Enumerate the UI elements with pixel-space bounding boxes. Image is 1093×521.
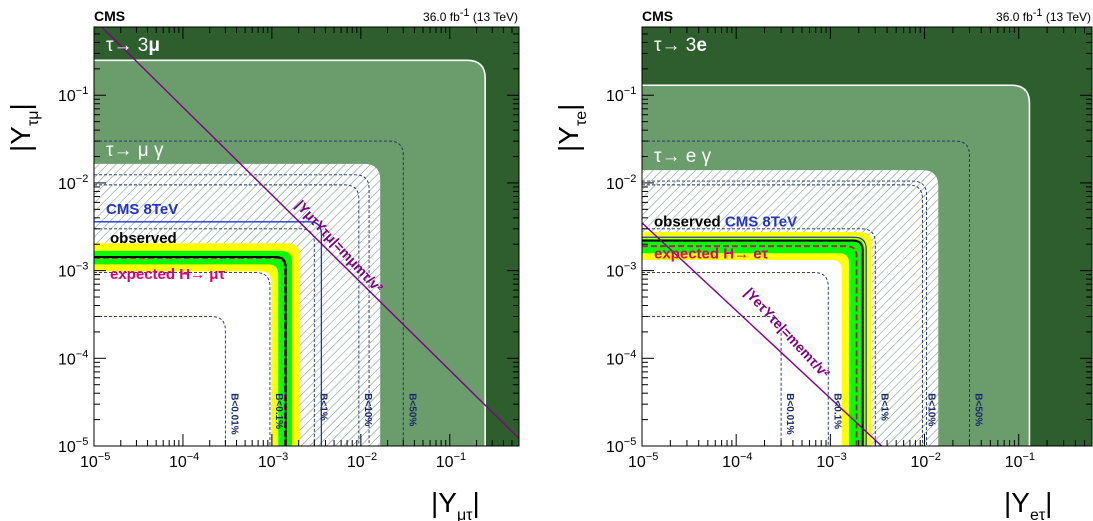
contour-B<0.1%-mu-tau: [94, 272, 271, 446]
x-tick-label-mu-tau: 10−3: [258, 451, 288, 471]
label-tau-lgamma-e-tau: τ→ e γ: [654, 146, 712, 167]
y-tick-label-e-tau: 10−4: [606, 348, 636, 368]
label-B<0.01%-e-tau: B<0.01%: [784, 393, 795, 435]
x-tick-label-mu-tau: 10−4: [169, 451, 199, 471]
x-axis-title-e-tau: |Yeτ|: [1004, 487, 1052, 521]
y-axis-title-mu-tau: |Yτμ|: [5, 103, 42, 152]
label-cms8-mu-tau: CMS 8TeV: [106, 201, 178, 218]
frame-e-tau: [641, 26, 1093, 447]
frame-mu-tau: [93, 26, 520, 447]
x-tick-label-e-tau: 10−1: [1005, 451, 1035, 471]
plot-area-e-tau: [642, 27, 1092, 446]
y-tick-label-mu-tau: 10−5: [58, 436, 88, 456]
label-B<1%-mu-tau: B<1%: [317, 393, 328, 421]
contour-B<0.1%-e-tau: [642, 272, 829, 446]
relation-line-mu-tau: [100, 27, 519, 440]
x-tick-label-mu-tau: 10−5: [80, 451, 110, 471]
contour-lg-inner-mu-tau: [94, 174, 370, 446]
y-tick-label-e-tau: 10−3: [606, 261, 636, 281]
label-B<1%-e-tau: B<1%: [878, 393, 889, 421]
label-B<50%-e-tau: B<50%: [972, 393, 983, 426]
cms-label-e-tau: CMS: [642, 8, 673, 24]
label-observed-cms8-e-tau: observed CMS 8TeV: [654, 214, 797, 231]
boundary-tau-3l-e-tau: [642, 84, 1031, 446]
label-B<10%-e-tau: B<10%: [925, 393, 936, 426]
y-tick-label-mu-tau: 10−4: [58, 348, 88, 368]
y-tick-label-e-tau: 10−1: [606, 85, 636, 105]
contour-B<50%-mu-tau: [94, 140, 404, 446]
boundary-tau-3l-mu-tau: [94, 59, 486, 446]
x-tick-label-e-tau: 10−3: [816, 451, 846, 471]
label-B<0.1%-e-tau: B<0.1%: [831, 393, 842, 429]
label-expected-mu-tau: expected H→ μτ: [110, 266, 225, 283]
contour-lg-inner-e-tau: [642, 180, 927, 446]
expected-line-e-tau: [642, 245, 858, 446]
y-tick-label-e-tau: 10−2: [606, 173, 636, 193]
contour-B<10%-mu-tau: [94, 184, 360, 446]
x-tick-label-e-tau: 10−4: [722, 451, 752, 471]
region-unexcluded-e-tau: [642, 232, 872, 446]
cms-label-mu-tau: CMS: [94, 8, 125, 24]
observed-line-mu-tau: [94, 255, 287, 446]
contour-B<50%-e-tau: [642, 140, 970, 446]
x-tick-label-mu-tau: 10−2: [347, 451, 377, 471]
label-B<0.1%-mu-tau: B<0.1%: [273, 393, 284, 429]
cms8-line-e-tau: [642, 236, 867, 446]
contour-B<10%-e-tau: [642, 184, 923, 446]
label-B<0.01%-mu-tau: B<0.01%: [228, 393, 239, 435]
region-unexcluded-mu-tau: [94, 243, 300, 446]
x-tick-label-e-tau: 10−5: [628, 451, 658, 471]
y-tick-label-mu-tau: 10−2: [58, 173, 88, 193]
plot-area-mu-tau: [94, 27, 519, 446]
label-B<50%-mu-tau: B<50%: [406, 393, 417, 426]
lumi-label-mu-tau: 36.0 fb-1 (13 TeV): [423, 7, 518, 24]
y-tick-label-e-tau: 10−5: [606, 436, 636, 456]
label-tau-3l-mu-tau: τ→ 3μ: [106, 35, 160, 56]
relation-line-e-tau: [642, 222, 883, 446]
label-tau-lgamma-mu-tau: τ→ μ γ: [106, 140, 164, 161]
cms8-line-mu-tau: [94, 221, 323, 446]
contour-B<1%-mu-tau: [94, 228, 315, 446]
label-expected-e-tau: expected H→ eτ: [654, 246, 769, 263]
label-tau-3l-e-tau: τ→ 3e: [654, 35, 707, 56]
contour-B<0.01%-e-tau: [642, 316, 782, 446]
x-tick-label-mu-tau: 10−1: [436, 451, 466, 471]
lumi-label-e-tau: 36.0 fb-1 (13 TeV): [996, 7, 1091, 24]
observed-line-e-tau: [642, 239, 864, 446]
y-tick-label-mu-tau: 10−3: [58, 261, 88, 281]
label-B<10%-mu-tau: B<10%: [362, 393, 373, 426]
contour-B<0.01%-mu-tau: [94, 316, 226, 446]
x-tick-label-e-tau: 10−2: [911, 451, 941, 471]
contour-B<1%-e-tau: [642, 228, 876, 446]
y-tick-label-mu-tau: 10−1: [58, 85, 88, 105]
y-axis-title-e-tau: |Yτe|: [553, 104, 590, 152]
label-observed-mu-tau: observed: [110, 230, 177, 247]
x-axis-title-mu-tau: |Yμτ|: [431, 487, 480, 521]
